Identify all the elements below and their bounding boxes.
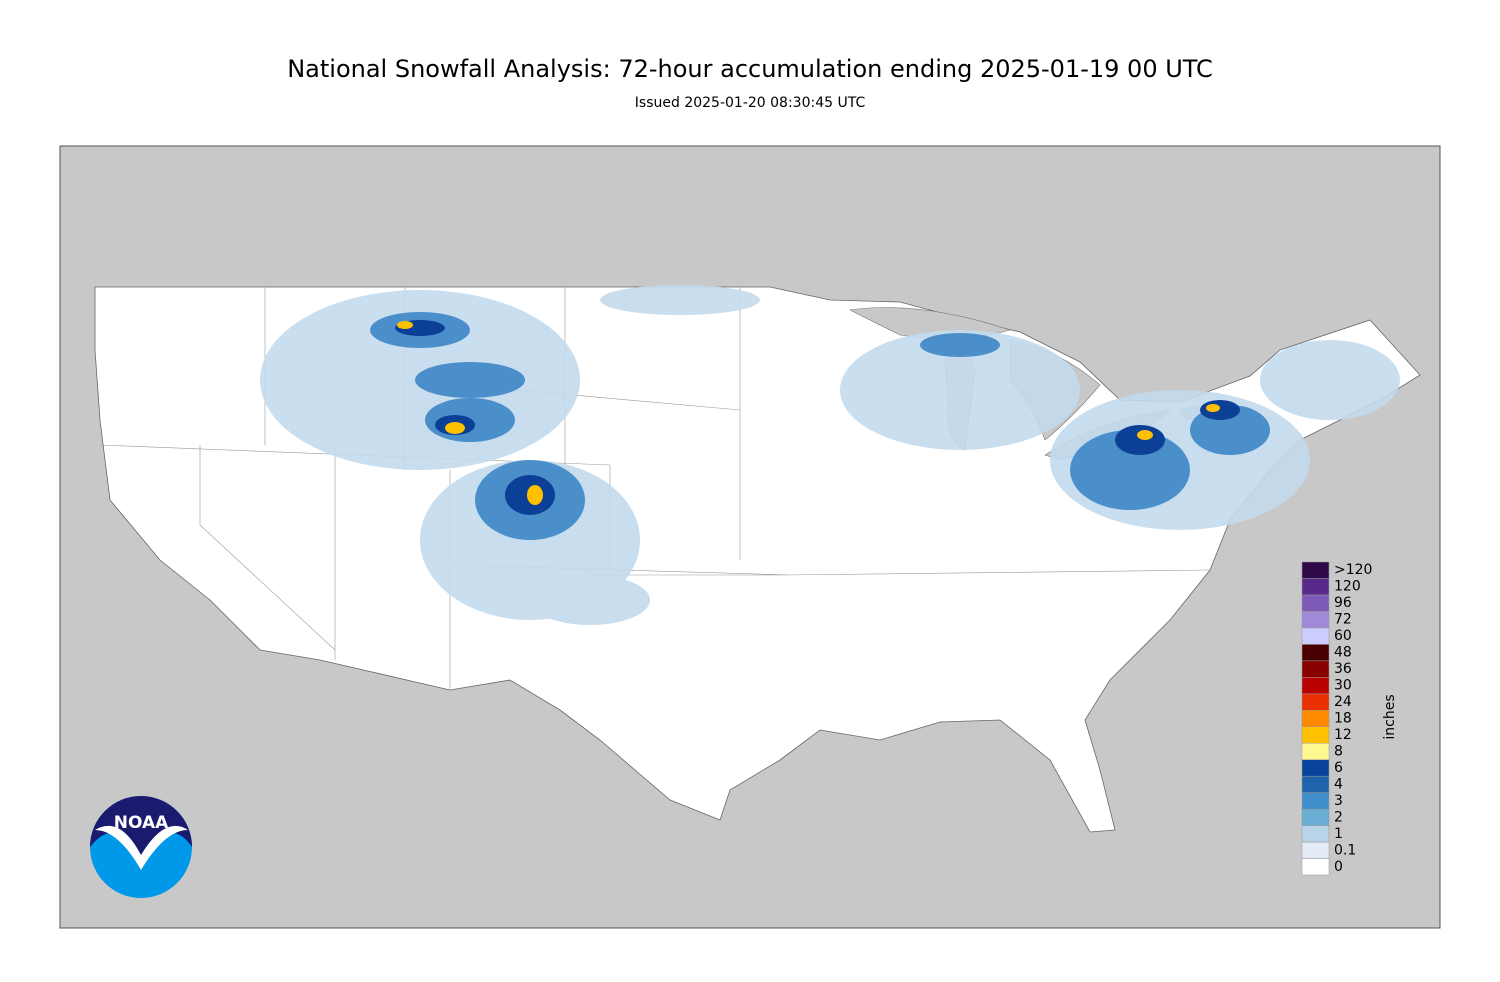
legend-swatch [1301, 594, 1330, 612]
legend-label: >120 [1334, 562, 1372, 578]
legend-swatch [1301, 611, 1330, 629]
legend-label: 1 [1334, 826, 1343, 842]
logo-text: NOAA [114, 813, 169, 833]
legend-swatch [1301, 759, 1330, 777]
legend-swatch [1301, 627, 1330, 645]
legend-swatch [1301, 742, 1330, 760]
legend-swatch [1301, 710, 1330, 727]
legend-swatch [1301, 644, 1330, 662]
legend-swatch [1301, 792, 1330, 810]
legend-swatch [1301, 561, 1330, 579]
legend-swatch [1301, 677, 1330, 695]
legend-swatch [1301, 775, 1330, 793]
legend-label: 12 [1334, 727, 1352, 743]
legend-unit: inches [1382, 694, 1398, 739]
legend-label: 2 [1334, 809, 1343, 825]
subtitle: Issued 2025-01-20 08:30:45 UTC [635, 95, 866, 111]
legend-label: 48 [1334, 645, 1352, 661]
legend-label: 60 [1334, 628, 1352, 644]
legend-swatch [1301, 808, 1330, 826]
legend-label: 6 [1334, 760, 1343, 776]
noaa-logo: NOAA [90, 796, 192, 898]
legend-label: 24 [1334, 694, 1352, 710]
legend-label: 18 [1334, 711, 1352, 727]
legend-swatch [1301, 726, 1330, 744]
legend-label: 120 [1334, 579, 1361, 595]
legend-swatch [1301, 825, 1330, 843]
legend-label: 4 [1334, 776, 1343, 792]
legend-swatch [1301, 660, 1330, 678]
legend-label: 8 [1334, 743, 1343, 759]
legend-swatch [1301, 841, 1330, 859]
legend-label: 72 [1334, 612, 1352, 628]
legend-label: 0 [1334, 859, 1343, 875]
snow-areas [260, 285, 1400, 625]
legend-swatch [1301, 693, 1330, 711]
title: National Snowfall Analysis: 72-hour accu… [287, 55, 1213, 83]
legend-label: 3 [1334, 793, 1343, 809]
legend-label: 36 [1334, 661, 1352, 677]
legend-swatch [1301, 578, 1330, 596]
legend-label: 96 [1334, 595, 1352, 611]
legend-label: 30 [1334, 678, 1352, 694]
legend-swatch [1301, 858, 1330, 876]
legend-label: 0.1 [1334, 842, 1356, 858]
